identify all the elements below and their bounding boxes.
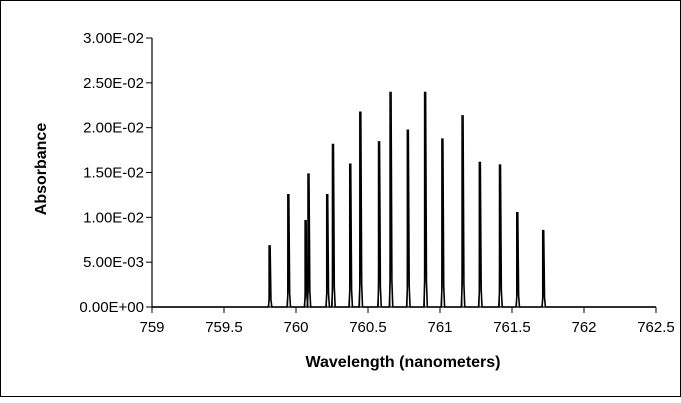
y-tick-label: 2.00E-02 (83, 120, 144, 137)
x-tick-label: 759.5 (205, 319, 243, 336)
x-tick-label: 762.5 (637, 319, 675, 336)
y-tick-label: 0.00E+00 (79, 299, 144, 316)
x-tick-label: 761 (427, 319, 452, 336)
y-axis-title: Absorbance (33, 123, 50, 216)
spectrum-line (152, 91, 656, 308)
x-tick-label: 759 (139, 319, 164, 336)
x-tick-label: 762 (571, 319, 596, 336)
y-tick-label: 3.00E-02 (83, 30, 144, 47)
x-tick-label: 761.5 (493, 319, 531, 336)
y-tick-label: 2.50E-02 (83, 75, 144, 92)
x-axis-title: Wavelength (nanometers) (306, 354, 501, 371)
x-tick-label: 760 (283, 319, 308, 336)
y-tick-label: 1.00E-02 (83, 209, 144, 226)
x-tick-label: 760.5 (349, 319, 387, 336)
axes: 0.00E+00 5.00E-03 1.00E-02 1.50E-02 2.00E-02… (79, 30, 674, 336)
spectrum-series (152, 91, 656, 308)
y-tick-label: 1.50E-02 (83, 165, 144, 182)
y-tick-label: 5.00E-03 (83, 254, 144, 271)
